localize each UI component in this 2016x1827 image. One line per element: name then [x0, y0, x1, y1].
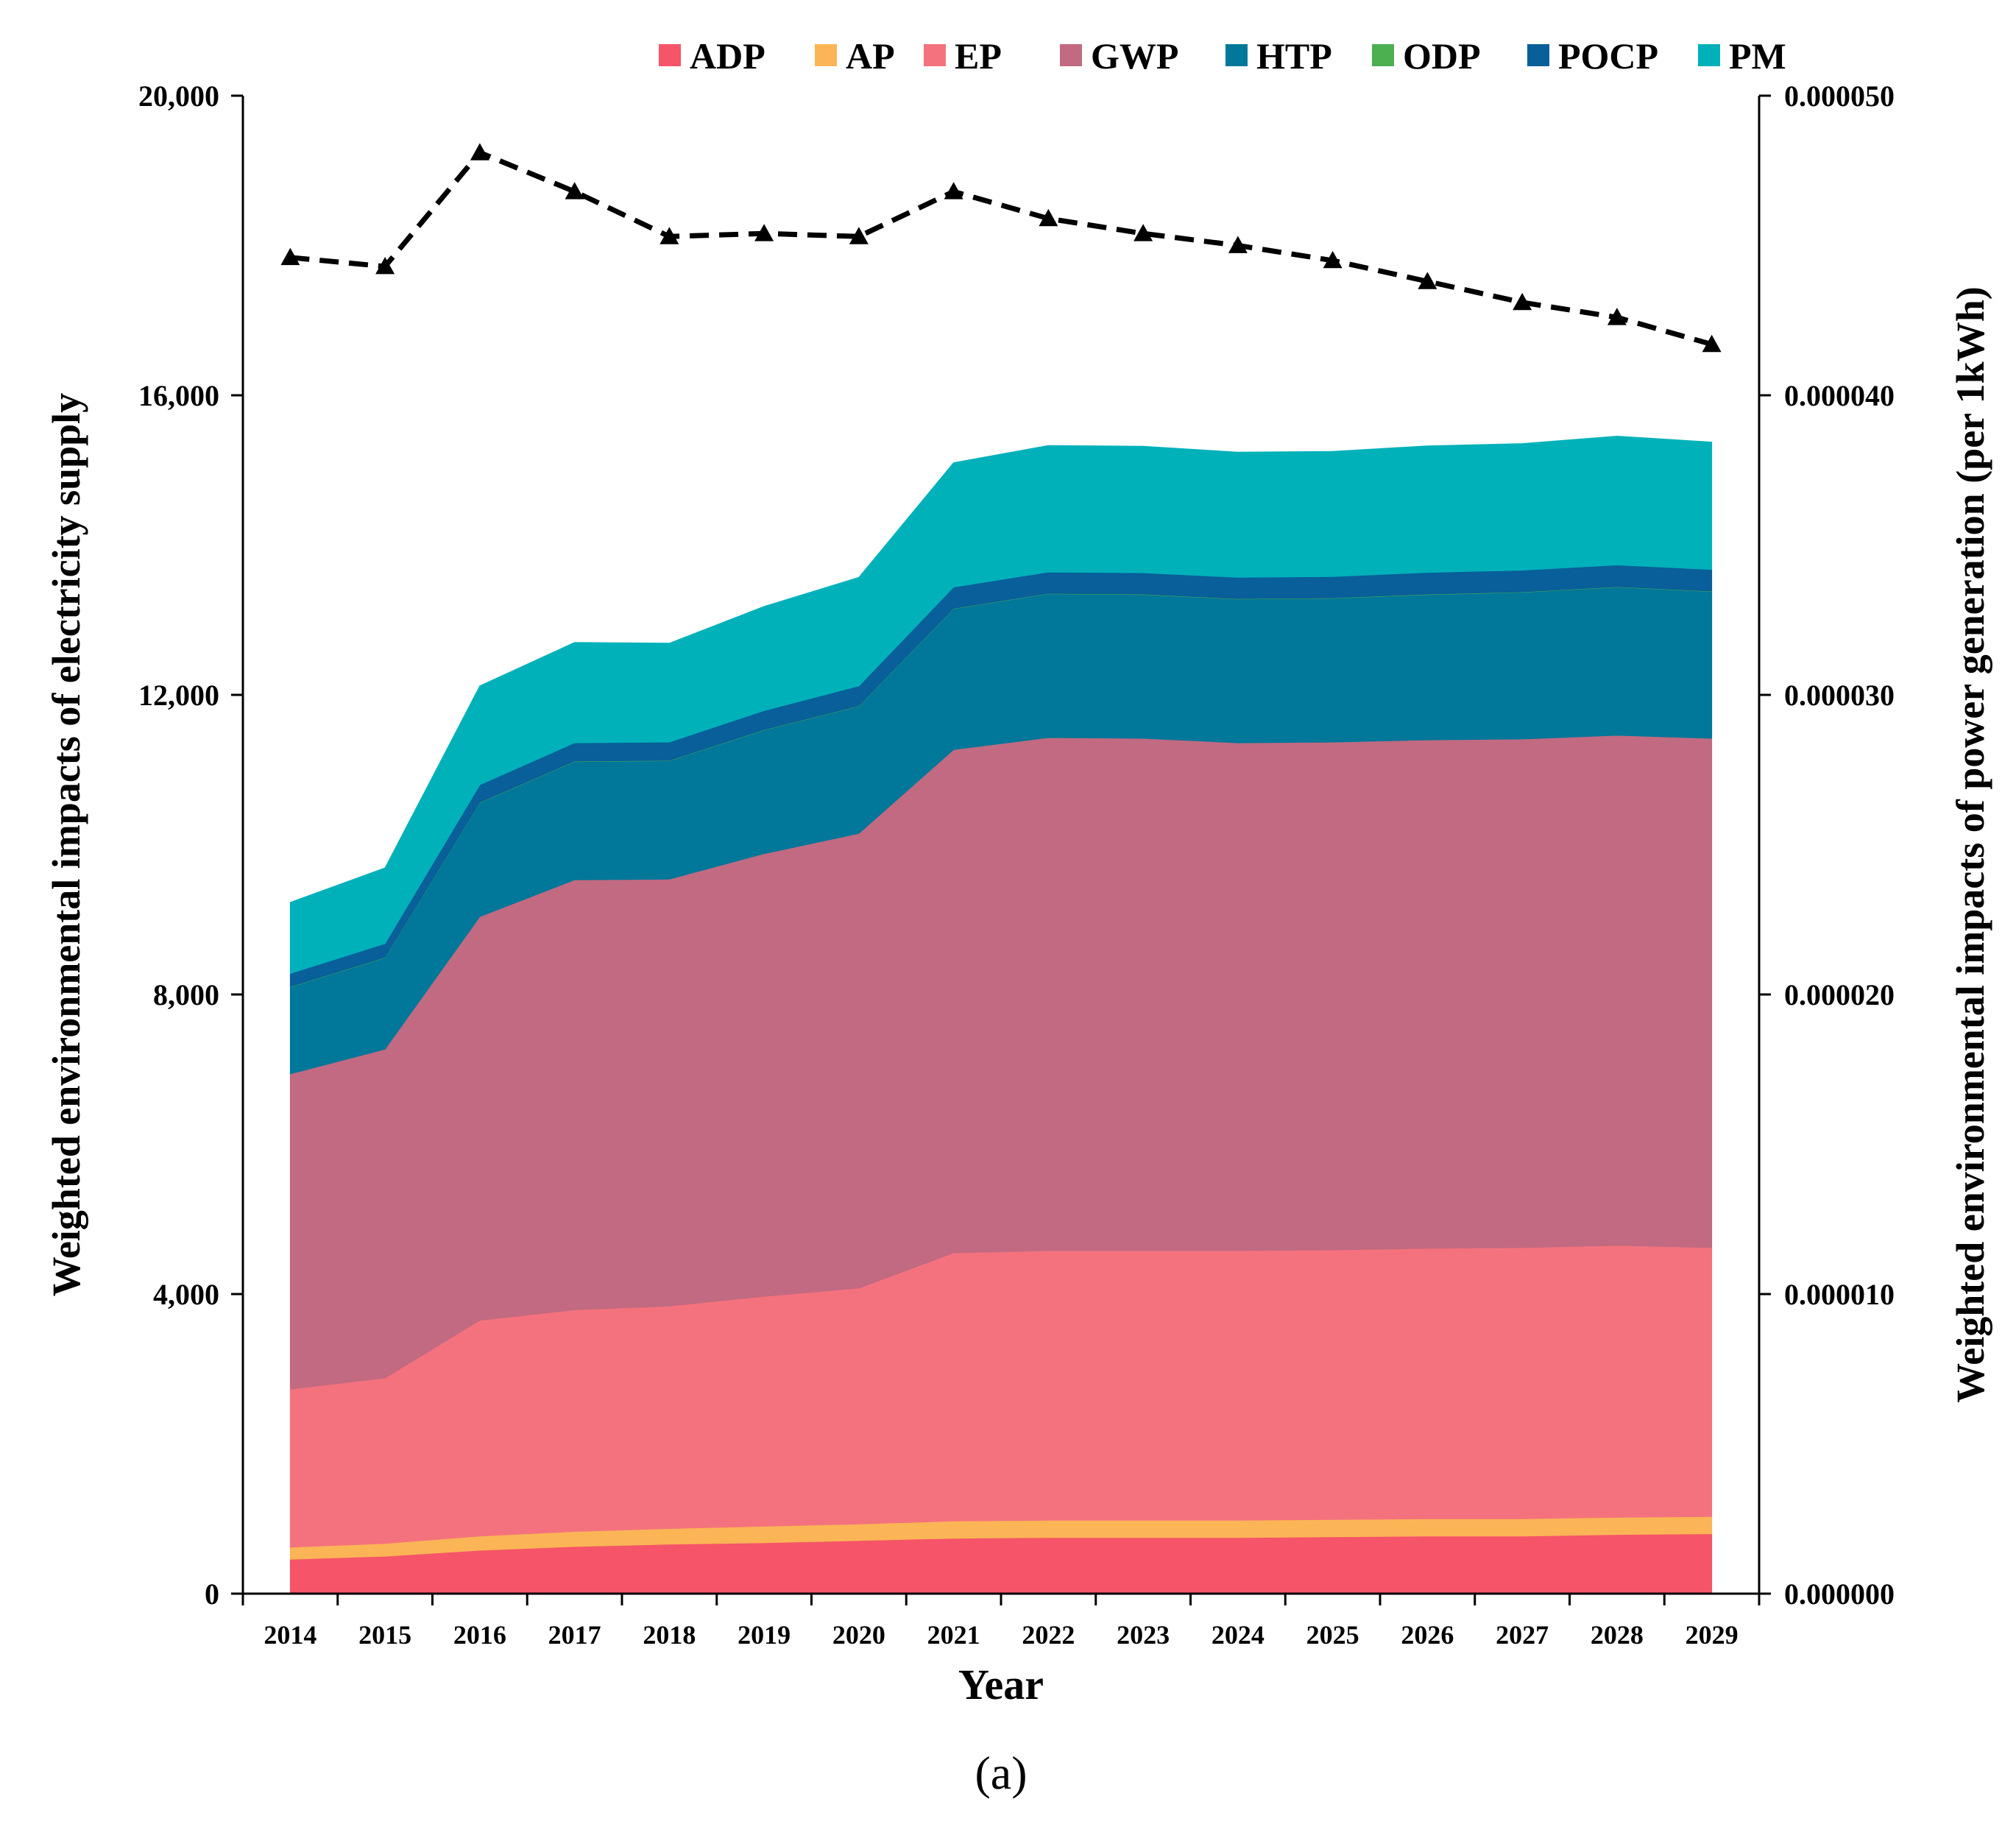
- y2-tick-label: 0.000040: [1784, 379, 1895, 412]
- x-tick-label: 2029: [1686, 1620, 1739, 1650]
- y-tick-label: 16,000: [138, 379, 219, 412]
- intensity-marker: [754, 224, 774, 241]
- x-tick-label: 2019: [738, 1620, 791, 1650]
- y-axis-title: Weighted environmental impacts of electr…: [44, 393, 88, 1296]
- legend-label-gwp: GWP: [1091, 35, 1178, 77]
- intensity-line: [290, 149, 1713, 347]
- intensity-marker: [944, 182, 963, 199]
- x-tick-label: 2021: [927, 1620, 980, 1650]
- x-tick-label: 2024: [1212, 1620, 1265, 1650]
- intensity-marker: [470, 143, 489, 160]
- intensity-marker: [565, 182, 584, 199]
- y2-tick-label: 0.000030: [1784, 679, 1895, 712]
- y2-tick-label: 0.000050: [1784, 79, 1895, 113]
- y-tick-label: 0: [205, 1577, 219, 1611]
- legend-swatch-ep: [924, 44, 946, 66]
- x-tick-label: 2020: [832, 1620, 885, 1650]
- y-tick-label: 4,000: [153, 1278, 219, 1311]
- x-tick-label: 2026: [1401, 1620, 1454, 1650]
- area-pm: [289, 435, 1713, 975]
- legend-label-odp: ODP: [1403, 35, 1481, 77]
- panel-label: (a): [975, 1747, 1027, 1799]
- intensity-marker: [1607, 308, 1627, 325]
- legend-label-pm: PM: [1729, 35, 1786, 77]
- y-tick-label: 12,000: [138, 679, 219, 712]
- legend-swatch-pocp: [1527, 44, 1549, 66]
- legend-label-ap: AP: [846, 35, 895, 77]
- axes: 0 4,000 8,000 12,000 16,000 20,000 0.000000 0.0…: [138, 79, 1895, 1650]
- intensity-marker: [375, 256, 395, 275]
- intensity-marker: [1702, 334, 1722, 353]
- intensity-marker: [849, 227, 869, 244]
- intensity-marker: [1133, 224, 1153, 241]
- x-tick-label: 2025: [1306, 1620, 1359, 1650]
- legend-label-pocp: POCP: [1558, 35, 1658, 77]
- legend-label-ep: EP: [955, 35, 1002, 77]
- x-tick-label: 2017: [548, 1620, 601, 1650]
- x-tick-label: 2016: [453, 1620, 506, 1650]
- legend-label-htp: HTP: [1256, 35, 1332, 77]
- y2-axis-title: Weighted environmental impacts of power …: [1948, 286, 1992, 1402]
- legend-swatch-gwp: [1060, 44, 1082, 66]
- intensity-marker: [1418, 272, 1437, 289]
- y2-tick-label: 0.000010: [1784, 1278, 1895, 1311]
- x-axis-title: Year: [958, 1661, 1044, 1708]
- legend-swatch-adp: [659, 44, 681, 66]
- line-layer: [280, 143, 1722, 353]
- y-tick-label: 8,000: [153, 978, 219, 1011]
- x-tick-label: 2027: [1496, 1620, 1549, 1650]
- legend-swatch-pm: [1698, 44, 1720, 66]
- y2-tick-label: 0.000020: [1784, 978, 1895, 1011]
- intensity-marker: [1228, 236, 1248, 253]
- y-tick-label: 20,000: [138, 79, 219, 113]
- intensity-marker: [1513, 292, 1532, 311]
- legend-swatch-htp: [1225, 44, 1248, 66]
- legend-swatch-odp: [1372, 44, 1394, 66]
- y2-tick-label: 0.000000: [1784, 1577, 1895, 1611]
- x-tick-label: 2015: [358, 1620, 411, 1650]
- stacked-areas: [289, 435, 1713, 1594]
- legend-label-adp: ADP: [690, 35, 765, 77]
- intensity-marker: [1039, 208, 1058, 227]
- intensity-marker: [659, 227, 679, 244]
- x-tick-label: 2014: [264, 1620, 316, 1650]
- legend: ADP AP EP GWP HTP ODP POCP PM: [659, 35, 1786, 77]
- x-tick-label: 2023: [1117, 1620, 1170, 1650]
- intensity-marker: [280, 247, 300, 266]
- x-tick-label: 2022: [1022, 1620, 1075, 1650]
- axis-titles: Year Weighted environmental impacts of el…: [44, 286, 1992, 1799]
- legend-swatch-ap: [815, 44, 837, 66]
- intensity-marker: [1323, 250, 1343, 269]
- x-tick-label: 2028: [1591, 1620, 1644, 1650]
- x-tick-label: 2018: [643, 1620, 696, 1650]
